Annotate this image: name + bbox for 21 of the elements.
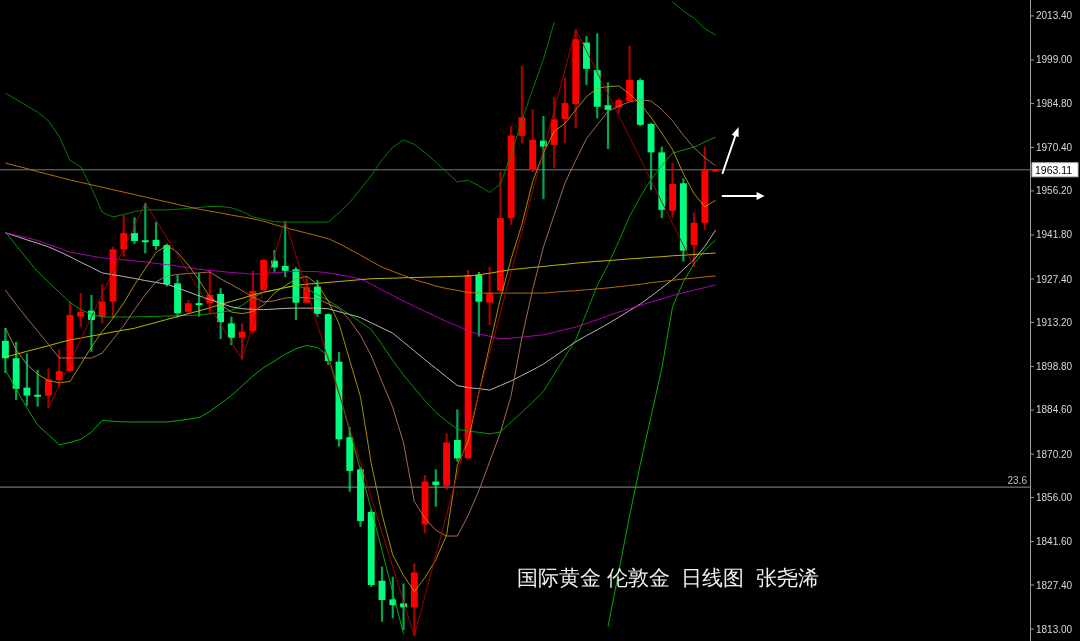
line-series	[4, 136, 717, 435]
y-tick-label: 1984.80	[1036, 97, 1073, 109]
y-tick-label: 1927.40	[1036, 273, 1073, 285]
y-tick-label: 1841.60	[1036, 536, 1073, 548]
y-tick-label: 1970.40	[1036, 141, 1073, 153]
y-tick-label: 1870.20	[1036, 448, 1073, 460]
y-tick-label: 1813.00	[1036, 623, 1073, 635]
line-series	[4, 232, 717, 340]
y-tick-label: 1884.60	[1036, 404, 1073, 416]
annotation: 23.6	[1007, 475, 1028, 487]
y-tick-label: 1898.80	[1036, 361, 1073, 373]
y-tick-label: 1941.80	[1036, 229, 1073, 241]
y-tick-label: 1856.00	[1036, 492, 1073, 503]
y-tick-label: 1999.00	[1036, 54, 1073, 66]
y-tick-label: 1956.20	[1036, 185, 1073, 197]
y-tick-label: 1913.20	[1036, 316, 1073, 328]
ref-line-label: 1963.11	[1031, 162, 1079, 178]
y-tick-label: 2013.40	[1036, 10, 1073, 22]
y-tick-label: 1827.40	[1036, 579, 1073, 591]
annotation: 国际黄金 伦敦金 日线图 张尧浠	[517, 566, 819, 589]
ref-line-label: 1963.11	[1035, 163, 1073, 176]
